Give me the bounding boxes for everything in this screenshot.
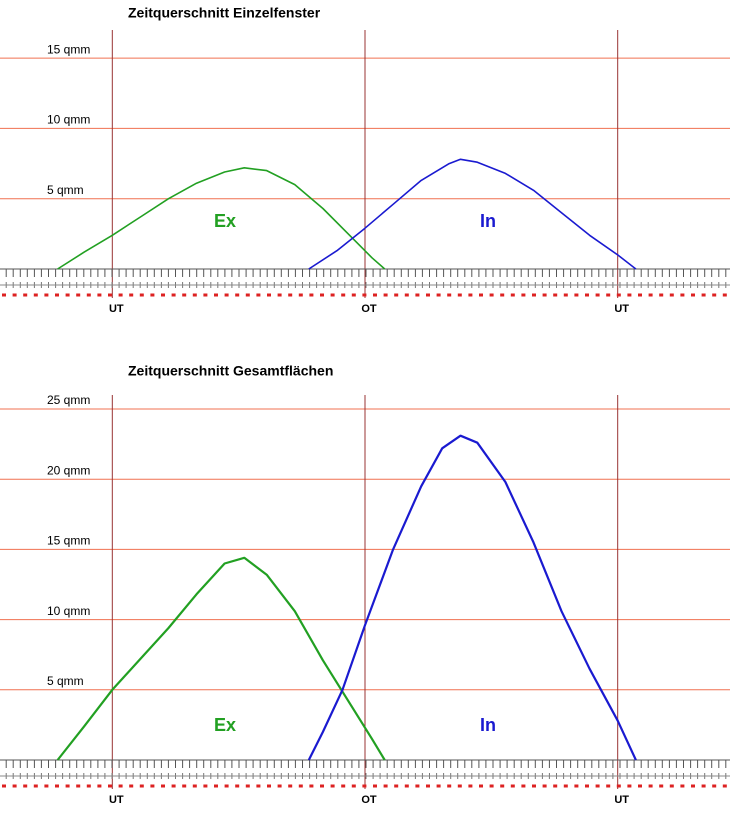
series-label: Ex (214, 715, 236, 735)
y-tick-label: 25 qmm (47, 393, 90, 407)
y-tick-label: 10 qmm (47, 604, 90, 618)
x-tick-label: UT (614, 794, 629, 806)
y-tick-label: 15 qmm (47, 534, 90, 548)
x-tick-label: OT (361, 794, 377, 806)
x-tick-label: UT (109, 303, 124, 315)
series-label: Ex (214, 211, 236, 231)
series-line (56, 556, 386, 761)
y-tick-label: 10 qmm (47, 113, 90, 127)
axis-ruler (5, 760, 727, 768)
y-tick-label: 15 qmm (47, 42, 90, 56)
series-line (308, 158, 637, 270)
series-label: In (480, 715, 496, 735)
y-tick-label: 5 qmm (47, 674, 84, 688)
x-tick-label: UT (614, 303, 629, 315)
series-line (57, 167, 386, 270)
chart-title: Zeitquerschnitt Einzelfenster (128, 5, 321, 21)
chart-title: Zeitquerschnitt Gesamtflächen (128, 363, 333, 379)
x-tick-label: UT (109, 794, 124, 806)
x-tick-label: OT (361, 303, 377, 315)
y-tick-label: 20 qmm (47, 463, 90, 477)
series-line (307, 434, 637, 761)
axis-ruler (5, 269, 727, 277)
series-label: In (480, 211, 496, 231)
y-tick-label: 5 qmm (47, 183, 84, 197)
